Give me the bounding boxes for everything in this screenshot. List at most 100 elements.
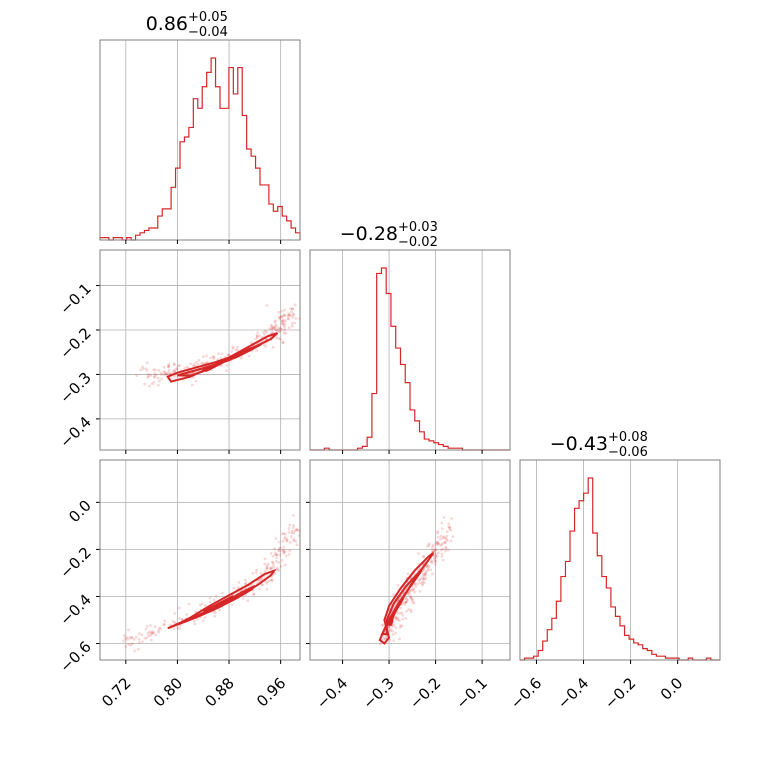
sample-point xyxy=(150,382,154,386)
sample-point xyxy=(421,580,424,584)
sample-point xyxy=(185,365,189,369)
sample-point xyxy=(436,540,439,544)
sample-point xyxy=(441,547,444,551)
sample-point xyxy=(271,331,274,334)
sample-point xyxy=(173,369,177,373)
sample-point xyxy=(398,611,402,615)
sample-point xyxy=(252,592,256,596)
sample-point xyxy=(128,636,132,639)
sample-point xyxy=(173,621,177,624)
sample-point xyxy=(291,307,294,311)
sample-point xyxy=(450,517,453,520)
sample-point xyxy=(272,325,276,329)
sample-point xyxy=(427,542,431,546)
sample-point xyxy=(409,596,413,600)
sample-point xyxy=(413,590,417,594)
sample-point xyxy=(208,596,212,600)
sample-point xyxy=(277,561,281,564)
sample-point xyxy=(275,556,279,560)
sample-point xyxy=(440,543,444,547)
sample-point xyxy=(436,530,440,534)
panel-2-0: −0.6 −0.4 −0.2 0.0 0.72 0.80 0.88 0.96 xyxy=(56,459,302,710)
sample-point xyxy=(271,561,275,565)
sample-point xyxy=(278,549,282,553)
sample-point xyxy=(448,527,452,531)
sample-point xyxy=(258,334,262,337)
sample-point xyxy=(162,623,165,627)
sample-point xyxy=(411,600,415,604)
sample-point xyxy=(257,579,261,582)
sample-point xyxy=(436,535,440,539)
sample-point xyxy=(404,600,408,604)
sample-point xyxy=(426,564,430,568)
sample-point xyxy=(427,543,431,547)
sample-point xyxy=(429,560,433,564)
x-tick-label: −0.2 xyxy=(406,674,444,712)
sample-point xyxy=(177,364,181,368)
sample-point xyxy=(403,603,406,606)
sample-point xyxy=(278,329,282,333)
sample-point xyxy=(271,345,275,349)
sample-point xyxy=(436,531,440,535)
sample-point xyxy=(281,322,285,326)
sample-point xyxy=(178,627,182,630)
sample-point xyxy=(409,595,412,599)
sample-point xyxy=(149,373,153,377)
sample-point xyxy=(392,623,396,627)
sample-point xyxy=(260,577,264,581)
sample-point xyxy=(416,582,419,586)
sample-point xyxy=(292,524,295,527)
sample-point xyxy=(212,357,216,361)
sample-point xyxy=(443,540,447,544)
sample-point xyxy=(410,598,414,602)
sample-point xyxy=(423,572,427,576)
sample-point xyxy=(156,376,160,380)
sample-point xyxy=(284,331,288,335)
sample-point xyxy=(193,622,197,626)
sample-point xyxy=(171,370,175,374)
sample-point xyxy=(378,642,382,646)
sample-point xyxy=(283,563,287,567)
sample-point xyxy=(131,642,134,645)
sample-point xyxy=(191,364,195,368)
sample-point xyxy=(282,532,286,535)
sample-point xyxy=(391,625,395,628)
sample-point xyxy=(292,312,295,316)
sample-point xyxy=(176,626,179,630)
sample-point xyxy=(271,326,275,330)
sample-point xyxy=(275,553,279,557)
sample-point xyxy=(234,348,238,352)
sample-point xyxy=(291,513,295,517)
sample-point xyxy=(281,532,284,536)
sample-point xyxy=(209,356,212,360)
sample-point xyxy=(441,541,445,545)
sample-point xyxy=(426,544,429,548)
sample-point xyxy=(404,616,408,620)
sample-point xyxy=(283,322,287,326)
sample-point xyxy=(394,616,398,620)
sample-point xyxy=(268,327,271,331)
sample-point xyxy=(424,577,428,580)
sample-point xyxy=(281,548,285,552)
sample-point xyxy=(263,329,267,333)
sample-point xyxy=(282,549,285,553)
x-tick-label: 0.72 xyxy=(98,674,134,710)
sample-point xyxy=(418,589,422,593)
sample-point xyxy=(287,552,291,556)
sample-point xyxy=(290,529,294,533)
sample-point xyxy=(141,640,144,644)
panel-frame xyxy=(309,249,511,451)
sample-point xyxy=(274,323,278,326)
sample-point xyxy=(136,647,140,651)
sample-point xyxy=(255,568,259,572)
panel-2-2: −0.43 +0.08−0.06 −0.6 −0.4 −0.2 0.0 xyxy=(507,430,721,713)
panel-2-1: −0.4 −0.3 −0.2 −0.1 xyxy=(306,459,511,713)
sample-point xyxy=(293,529,297,533)
sample-point xyxy=(410,598,414,601)
sample-point xyxy=(150,632,154,636)
sample-point xyxy=(263,332,267,336)
sample-point xyxy=(392,639,395,642)
sample-point xyxy=(398,637,401,641)
sample-point xyxy=(269,567,273,570)
sample-point xyxy=(286,314,290,318)
